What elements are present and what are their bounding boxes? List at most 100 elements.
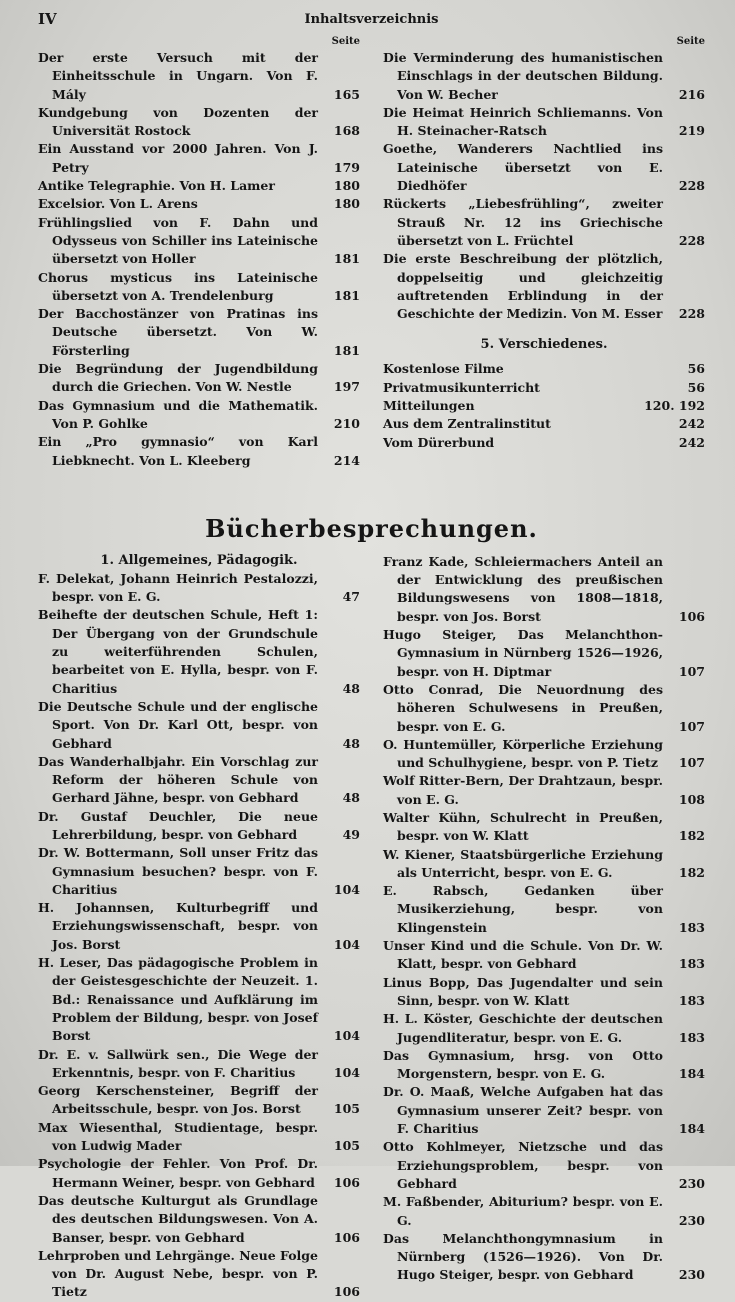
- entry-page: 183: [678, 1029, 705, 1045]
- entry-title: Die Deutsche Schule und der englische Sp…: [38, 698, 318, 751]
- entry-page: 182: [678, 828, 705, 844]
- toc-entry: Dr. O. Maaß, Welche Aufgaben hat das Gym…: [383, 1083, 705, 1138]
- entry-title: E. Rabsch, Gedanken über Musikerziehung,…: [383, 883, 663, 935]
- toc-entry: Franz Kade, Schleiermachers Anteil an de…: [383, 553, 705, 626]
- page-label: Seite: [676, 36, 705, 47]
- reviews: 1. Allgemeines, Pädagogik. F. Delekat, J…: [38, 553, 705, 1302]
- entry-title: Die Heimat Heinrich Schliemanns. Von H. …: [383, 104, 663, 139]
- entry-page: 107: [678, 663, 705, 679]
- toc-entry: Vom Dürerbund 242: [383, 434, 705, 452]
- entry-title: Franz Kade, Schleiermachers Anteil an de…: [383, 553, 663, 624]
- entry-title: H. Leser, Das pädagogische Problem in de…: [38, 955, 318, 1044]
- entry-page: 181: [333, 251, 360, 267]
- toc-entry: Georg Kerschensteiner, Begriff der Arbei…: [38, 1082, 360, 1119]
- toc-entry: Kundgebung von Dozenten der Universität …: [38, 104, 360, 141]
- entry-page: 105: [333, 1138, 360, 1154]
- entry-title: W. Kiener, Staatsbürgerliche Erziehung a…: [383, 846, 663, 880]
- entry-page: 183: [678, 956, 705, 972]
- entry-title: H. Johannsen, Kulturbegriff und Erziehun…: [38, 900, 318, 952]
- toc-entry: Unser Kind und die Schule. Von Dr. W. Kl…: [383, 937, 705, 974]
- entry-page: 180: [333, 196, 360, 212]
- entry-title: Ein Ausstand vor 2000 Jahren. Von J. Pet…: [38, 141, 318, 175]
- toc-entry: Privatmusikunterricht 56: [383, 379, 705, 397]
- entry-page: 228: [678, 178, 705, 194]
- reviews-right: Franz Kade, Schleiermachers Anteil an de…: [383, 553, 705, 1302]
- entry-page: 228: [678, 306, 705, 322]
- entry-page: 183: [678, 919, 705, 935]
- articles-right: Seite Die Verminderung des humanistische…: [383, 36, 705, 470]
- entry-title: Das Gymnasium und die Mathematik. Von P.…: [38, 397, 318, 431]
- articles: Seite Der erste Versuch mit der Einheits…: [38, 36, 705, 470]
- entry-page: 182: [678, 864, 705, 880]
- entry-title: Das Gymnasium, hrsg. von Otto Morgenster…: [383, 1047, 663, 1082]
- entry-page: 230: [678, 1267, 705, 1283]
- toc-entry: Das deutsche Kulturgut als Grundlage des…: [38, 1192, 360, 1247]
- entry-page: 120. 192: [644, 398, 705, 414]
- entry-page: 104: [333, 1064, 360, 1080]
- entry-title: Linus Bopp, Das Jugendalter und sein Sin…: [383, 974, 663, 1008]
- entry-title: Kundgebung von Dozenten der Universität …: [38, 104, 318, 139]
- entry-title: Antike Telegraphie. Von H. Lamer: [38, 178, 275, 194]
- entry-page: 104: [333, 881, 360, 897]
- entry-title: Die Verminderung des humanistischen Eins…: [383, 50, 663, 102]
- entry-page: 106: [678, 608, 705, 624]
- entry-title: Dr. W. Bottermann, Soll unser Fritz das …: [38, 845, 318, 897]
- toc-entry: Dr. E. v. Sallwürk sen., Die Wege der Er…: [38, 1046, 360, 1083]
- entry-title: Psychologie der Fehler. Von Prof. Dr. He…: [38, 1156, 318, 1190]
- entry-page: 184: [678, 1066, 705, 1082]
- entry-title: Privatmusikunterricht: [383, 379, 540, 395]
- entry-page: 48: [342, 735, 360, 751]
- header: IV Inhaltsverzeichnis: [38, 10, 705, 36]
- entry-title: Vom Dürerbund: [383, 434, 495, 450]
- entry-page: 197: [333, 379, 360, 395]
- toc-entry: O. Huntemüller, Körperliche Erziehung un…: [383, 736, 705, 773]
- entry-list: Franz Kade, Schleiermachers Anteil an de…: [383, 553, 705, 1285]
- toc-entry: Die Begründung der Jugendbildung durch d…: [38, 360, 360, 397]
- entry-title: Chorus mysticus ins Lateinische übersetz…: [38, 269, 318, 303]
- entry-page: 106: [333, 1284, 360, 1300]
- entry-title: Wolf Ritter-Bern, Der Drahtzaun, bespr. …: [383, 773, 663, 807]
- toc-entry: Das Wanderhalbjahr. Ein Vorschlag zur Re…: [38, 753, 360, 808]
- toc-entry: Hugo Steiger, Das Melanchthon-Gymnasium …: [383, 626, 705, 681]
- entry-page: 105: [333, 1101, 360, 1117]
- entry-title: Otto Kohlmeyer, Nietzsche und das Erzieh…: [383, 1139, 663, 1191]
- toc-entry: Beihefte der deutschen Schule, Heft 1: D…: [38, 606, 360, 697]
- entry-title: F. Delekat, Johann Heinrich Pestalozzi, …: [38, 570, 318, 605]
- section-heading: 1. Allgemeines, Pädagogik.: [100, 552, 298, 568]
- entry-title: Otto Conrad, Die Neuordnung des höheren …: [383, 681, 663, 734]
- entry-title: Max Wiesenthal, Studientage, bespr. von …: [38, 1119, 318, 1154]
- toc-entry: Der Bacchostänzer von Pratinas ins Deuts…: [38, 305, 360, 360]
- toc-entry: Excelsior. Von L. Arens 180: [38, 195, 360, 213]
- toc-entry: F. Delekat, Johann Heinrich Pestalozzi, …: [38, 570, 360, 607]
- section-heading: 5. Verschiedenes.: [480, 337, 608, 353]
- toc-entry: Mitteilungen 120. 192: [383, 397, 705, 415]
- toc-entry: Ein Ausstand vor 2000 Jahren. Von J. Pet…: [38, 140, 360, 177]
- entry-page: 106: [333, 1229, 360, 1245]
- entry-title: Die erste Beschreibung der plötzlich, do…: [383, 251, 663, 322]
- entry-title: Walter Kühn, Schulrecht in Preußen, besp…: [383, 809, 663, 844]
- toc-entry: Dr. W. Bottermann, Soll unser Fritz das …: [38, 844, 360, 899]
- entry-page: 181: [333, 287, 360, 303]
- page-label: Seite: [331, 36, 360, 47]
- entry-page: 181: [333, 342, 360, 358]
- entry-page: 183: [678, 992, 705, 1008]
- entry-title: Rückerts „Liebesfrühling“, zweiter Strau…: [383, 196, 663, 248]
- entry-title: Goethe, Wanderers Nachtlied ins Lateinis…: [383, 141, 663, 194]
- entry-title: Hugo Steiger, Das Melanchthon-Gymnasium …: [383, 627, 663, 679]
- entry-list: Der erste Versuch mit der Einheitsschule…: [38, 49, 360, 470]
- running-title: Inhaltsverzeichnis: [304, 12, 439, 27]
- entry-title: Dr. O. Maaß, Welche Aufgaben hat das Gym…: [383, 1084, 663, 1137]
- toc-entry: Lehrproben und Lehrgänge. Neue Folge von…: [38, 1247, 360, 1302]
- toc-entry: Psychologie der Fehler. Von Prof. Dr. He…: [38, 1155, 360, 1192]
- entry-page: 230: [678, 1212, 705, 1228]
- entry-title: Die Begründung der Jugendbildung durch d…: [38, 361, 318, 395]
- entry-title: Unser Kind und die Schule. Von Dr. W. Kl…: [383, 938, 663, 972]
- toc-entry: Dr. Gustaf Deuchler, Die neue Lehrerbild…: [38, 808, 360, 845]
- entry-title: O. Huntemüller, Körperliche Erziehung un…: [383, 736, 663, 771]
- toc-entry: H. Leser, Das pädagogische Problem in de…: [38, 954, 360, 1045]
- entry-title: Aus dem Zentralinstitut: [383, 416, 551, 432]
- toc-entry: Das Gymnasium, hrsg. von Otto Morgenster…: [383, 1047, 705, 1084]
- entry-page: 49: [342, 826, 360, 842]
- entry-list: Kostenlose Filme 56 Privatmusikunterricht 5…: [383, 360, 705, 451]
